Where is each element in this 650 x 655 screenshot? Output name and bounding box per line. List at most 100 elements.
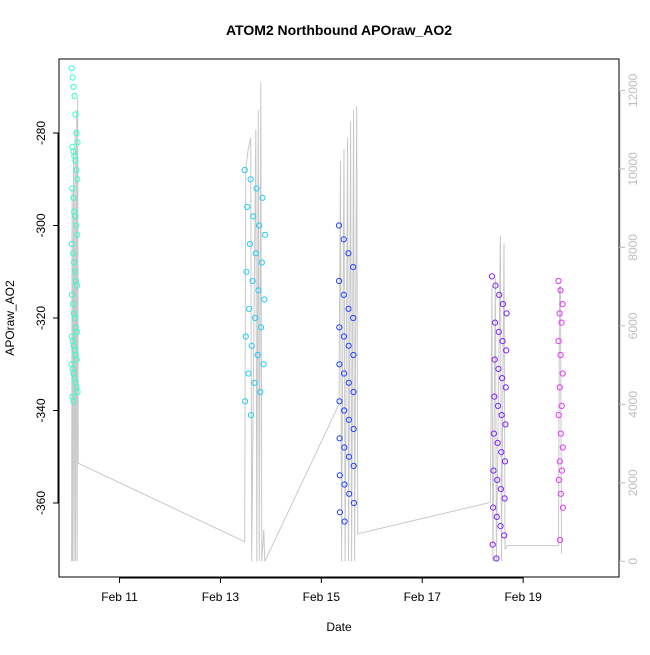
data-point — [262, 231, 269, 238]
data-point — [557, 287, 564, 294]
data-point — [559, 301, 566, 308]
data-point — [345, 250, 352, 257]
data-point — [69, 301, 77, 308]
data-point — [345, 416, 352, 423]
data-point — [74, 231, 81, 238]
data-point — [557, 490, 565, 497]
y2-tick-label: 8000 — [626, 234, 640, 261]
data-point — [70, 250, 77, 257]
data-point — [494, 439, 501, 446]
data-point — [503, 347, 510, 354]
data-point — [555, 338, 562, 345]
data-point — [243, 268, 250, 275]
data-point — [558, 467, 566, 474]
data-point — [248, 342, 255, 349]
data-point — [72, 268, 79, 275]
data-point — [242, 398, 249, 405]
y-tick-label: -360 — [34, 491, 48, 515]
data-point — [73, 356, 80, 363]
x-tick-label: Feb 19 — [504, 590, 542, 604]
data-point — [69, 240, 76, 248]
data-point — [340, 291, 347, 298]
y2-tick-label: 12000 — [626, 73, 640, 107]
data-point — [496, 291, 503, 298]
data-point — [499, 338, 506, 345]
data-point — [502, 421, 509, 428]
data-point — [499, 301, 506, 308]
data-point — [497, 486, 504, 493]
data-point — [350, 462, 357, 470]
data-point — [70, 83, 77, 90]
data-point — [502, 384, 509, 391]
y-tick-label: -340 — [34, 398, 48, 422]
data-point — [489, 541, 496, 548]
data-point — [257, 324, 265, 331]
data-point — [559, 444, 566, 451]
data-point — [556, 458, 563, 465]
data-point — [341, 518, 348, 525]
data-point — [336, 509, 343, 516]
data-point — [257, 388, 264, 396]
data-point — [71, 314, 79, 322]
data-point — [340, 236, 347, 243]
data-point — [259, 194, 266, 201]
data-point — [341, 407, 348, 414]
y-tick-label: -300 — [34, 213, 48, 237]
data-point — [345, 342, 352, 349]
data-point — [247, 412, 255, 419]
x-tick-label: Feb 17 — [404, 590, 442, 604]
data-point — [557, 430, 564, 437]
data-point — [260, 361, 267, 368]
data-point — [253, 185, 260, 192]
y-axis-label: APOraw_AO2 — [3, 280, 17, 356]
data-point — [336, 472, 343, 479]
data-point — [72, 213, 79, 220]
data-point — [335, 222, 343, 229]
data-point — [491, 393, 498, 400]
data-point — [68, 291, 76, 298]
data-point — [501, 495, 508, 502]
data-point — [336, 361, 343, 368]
data-point — [559, 370, 566, 377]
series-line — [71, 82, 562, 562]
data-point — [350, 499, 357, 507]
data-point — [245, 370, 252, 377]
data-point — [493, 555, 500, 562]
data-point — [498, 449, 505, 456]
data-point — [254, 351, 261, 359]
data-point — [490, 504, 497, 511]
axis-layer: Feb 11 Feb 13 Feb 15 Feb 17 Feb 19 -280 -300 -3… — [34, 73, 640, 604]
data-point — [336, 324, 343, 331]
y-tick-label: -280 — [34, 121, 48, 145]
line-layer — [71, 82, 562, 562]
data-point — [491, 356, 498, 363]
data-point — [492, 319, 499, 326]
data-point — [488, 273, 495, 280]
data-point — [494, 402, 502, 409]
data-point — [247, 176, 254, 183]
data-point — [555, 277, 562, 285]
data-point — [350, 314, 357, 322]
y2-tick-label: 2000 — [626, 469, 640, 496]
data-point — [242, 333, 249, 340]
y2-tick-label: 0 — [626, 558, 640, 565]
data-point — [70, 398, 77, 405]
x-tick-label: Feb 13 — [202, 590, 240, 604]
chart-title: ATOM2 Northbound APOraw_AO2 — [226, 22, 452, 38]
data-point — [345, 305, 352, 312]
data-point — [341, 444, 348, 451]
data-point — [71, 92, 78, 100]
data-point — [495, 328, 502, 335]
data-point — [72, 157, 79, 164]
data-point — [350, 264, 357, 271]
data-point — [73, 282, 81, 289]
data-point — [74, 139, 81, 146]
data-point — [336, 398, 343, 405]
data-point — [340, 333, 348, 340]
data-point — [73, 328, 81, 335]
data-point — [246, 240, 253, 248]
data-point — [490, 467, 497, 474]
data-point — [341, 370, 348, 377]
y2-tick-label: 4000 — [626, 391, 640, 418]
data-point — [246, 305, 253, 312]
